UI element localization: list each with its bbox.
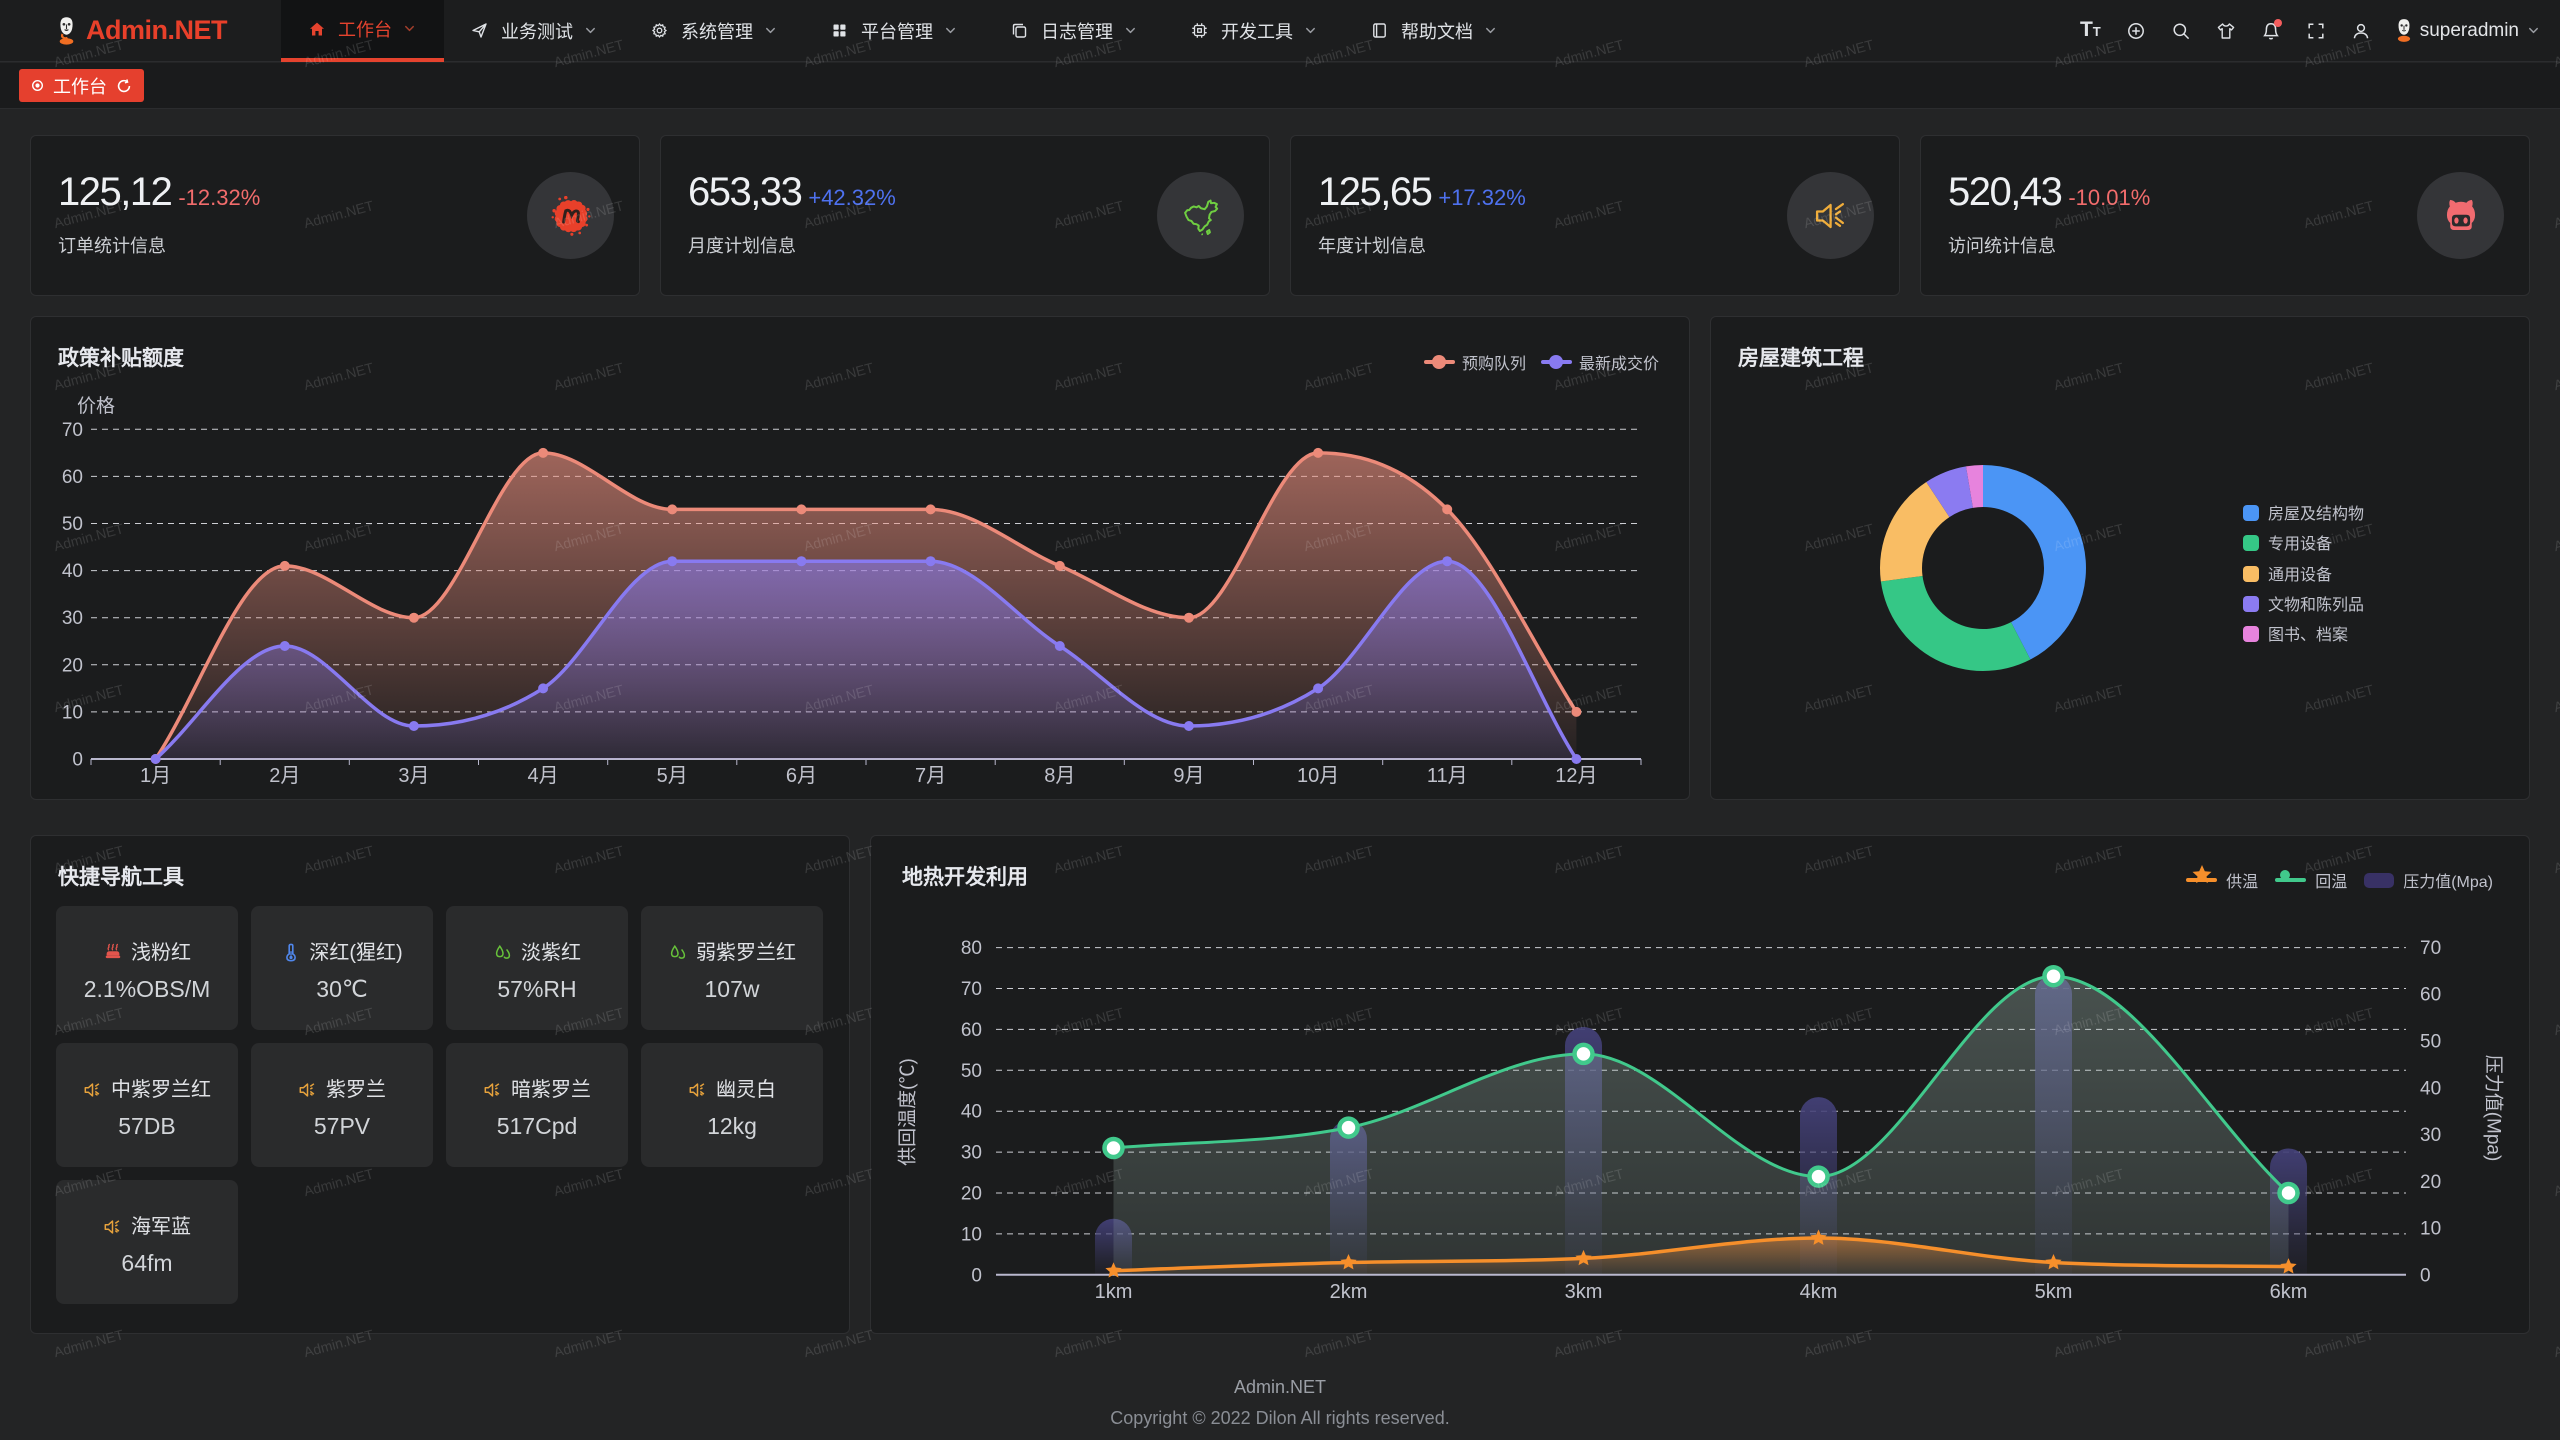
svg-text:12月: 12月 — [1555, 765, 1597, 787]
svg-text:0: 0 — [971, 1265, 982, 1286]
svg-text:70: 70 — [62, 420, 83, 441]
svg-text:5km: 5km — [2035, 1281, 2073, 1303]
svg-text:Admin.NET: Admin.NET — [2552, 197, 2560, 231]
svg-text:文物和陈列品: 文物和陈列品 — [2268, 596, 2364, 614]
svg-text:50: 50 — [62, 514, 83, 535]
svg-text:60: 60 — [62, 467, 83, 488]
svg-text:7月: 7月 — [915, 765, 946, 787]
svg-text:价格: 价格 — [77, 395, 115, 417]
svg-text:20: 20 — [2420, 1172, 2441, 1193]
svg-text:2月: 2月 — [269, 765, 300, 787]
svg-text:10: 10 — [2420, 1219, 2441, 1240]
svg-text:20: 20 — [961, 1184, 982, 1205]
svg-text:40: 40 — [961, 1102, 982, 1123]
svg-text:通用设备: 通用设备 — [2268, 566, 2332, 584]
svg-text:Admin.NET: Admin.NET — [2552, 359, 2560, 393]
svg-text:1月: 1月 — [140, 765, 171, 787]
svg-text:6km: 6km — [2270, 1281, 2308, 1303]
svg-text:房屋及结构物: 房屋及结构物 — [2268, 505, 2364, 523]
svg-text:0: 0 — [2420, 1265, 2431, 1286]
svg-text:5月: 5月 — [657, 765, 688, 787]
svg-text:Admin.NET: Admin.NET — [2552, 520, 2560, 554]
svg-text:70: 70 — [961, 979, 982, 1000]
svg-text:30: 30 — [2420, 1125, 2441, 1146]
svg-text:10: 10 — [62, 702, 83, 723]
svg-text:Admin.NET: Admin.NET — [2552, 1004, 2560, 1038]
svg-text:60: 60 — [2420, 985, 2441, 1006]
svg-text:3月: 3月 — [398, 765, 429, 787]
svg-text:4km: 4km — [1800, 1281, 1838, 1303]
svg-text:9月: 9月 — [1173, 765, 1204, 787]
svg-text:70: 70 — [2420, 938, 2441, 959]
svg-text:20: 20 — [62, 655, 83, 676]
svg-text:0: 0 — [72, 750, 83, 771]
svg-text:80: 80 — [961, 938, 982, 959]
svg-text:30: 30 — [961, 1143, 982, 1164]
svg-text:3km: 3km — [1565, 1281, 1603, 1303]
svg-text:60: 60 — [961, 1020, 982, 1041]
svg-text:30: 30 — [62, 608, 83, 629]
svg-text:10月: 10月 — [1297, 765, 1339, 787]
svg-text:Admin.NET: Admin.NET — [2552, 842, 2560, 876]
svg-text:Admin.NET: Admin.NET — [2552, 681, 2560, 715]
svg-text:40: 40 — [2420, 1078, 2441, 1099]
svg-text:11月: 11月 — [1427, 765, 1468, 787]
svg-text:6月: 6月 — [786, 765, 817, 787]
svg-text:8月: 8月 — [1044, 765, 1075, 787]
svg-text:专用设备: 专用设备 — [2268, 535, 2332, 553]
svg-text:图书、档案: 图书、档案 — [2268, 626, 2348, 644]
svg-text:50: 50 — [2420, 1032, 2441, 1053]
svg-text:50: 50 — [961, 1061, 982, 1082]
svg-text:Admin.NET: Admin.NET — [2552, 1165, 2560, 1199]
svg-text:40: 40 — [62, 561, 83, 582]
svg-text:1km: 1km — [1095, 1281, 1133, 1303]
svg-text:Admin.NET: Admin.NET — [2552, 1326, 2560, 1360]
svg-text:2km: 2km — [1330, 1281, 1368, 1303]
svg-text:4月: 4月 — [528, 765, 559, 787]
svg-text:10: 10 — [961, 1224, 982, 1245]
